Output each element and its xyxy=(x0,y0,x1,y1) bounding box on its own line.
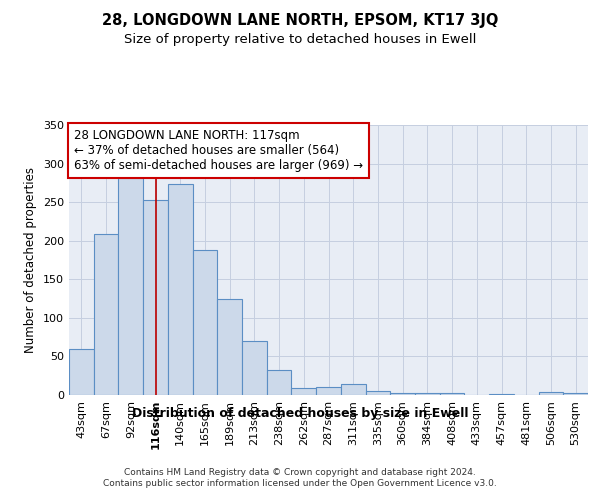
Bar xyxy=(118,178,143,395)
Bar xyxy=(168,184,193,395)
Text: 28 LONGDOWN LANE NORTH: 117sqm
← 37% of detached houses are smaller (564)
63% of: 28 LONGDOWN LANE NORTH: 117sqm ← 37% of … xyxy=(74,129,364,172)
Text: Contains HM Land Registry data © Crown copyright and database right 2024.
Contai: Contains HM Land Registry data © Crown c… xyxy=(103,468,497,487)
Bar xyxy=(415,394,440,395)
Text: Distribution of detached houses by size in Ewell: Distribution of detached houses by size … xyxy=(132,408,468,420)
Bar xyxy=(292,388,316,395)
Bar xyxy=(440,392,464,395)
Bar xyxy=(242,341,267,395)
Bar xyxy=(94,234,118,395)
Bar xyxy=(217,298,242,395)
Text: Size of property relative to detached houses in Ewell: Size of property relative to detached ho… xyxy=(124,32,476,46)
Bar xyxy=(193,250,217,395)
Bar xyxy=(365,391,390,395)
Bar xyxy=(563,392,588,395)
Bar xyxy=(489,394,514,395)
Text: 28, LONGDOWN LANE NORTH, EPSOM, KT17 3JQ: 28, LONGDOWN LANE NORTH, EPSOM, KT17 3JQ xyxy=(102,12,498,28)
Bar xyxy=(267,370,292,395)
Bar xyxy=(390,394,415,395)
Bar xyxy=(143,200,168,395)
Bar xyxy=(341,384,365,395)
Y-axis label: Number of detached properties: Number of detached properties xyxy=(25,167,37,353)
Bar xyxy=(69,350,94,395)
Bar xyxy=(539,392,563,395)
Bar xyxy=(316,388,341,395)
